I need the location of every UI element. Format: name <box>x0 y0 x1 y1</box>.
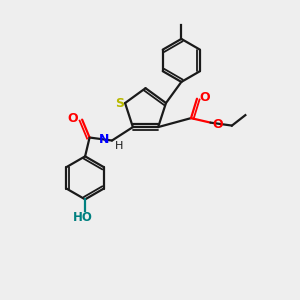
Text: S: S <box>115 97 124 110</box>
Text: O: O <box>67 112 78 124</box>
Text: O: O <box>200 91 210 104</box>
Text: N: N <box>99 134 110 146</box>
Text: HO: HO <box>73 211 93 224</box>
Text: H: H <box>115 141 123 151</box>
Text: O: O <box>212 118 223 130</box>
